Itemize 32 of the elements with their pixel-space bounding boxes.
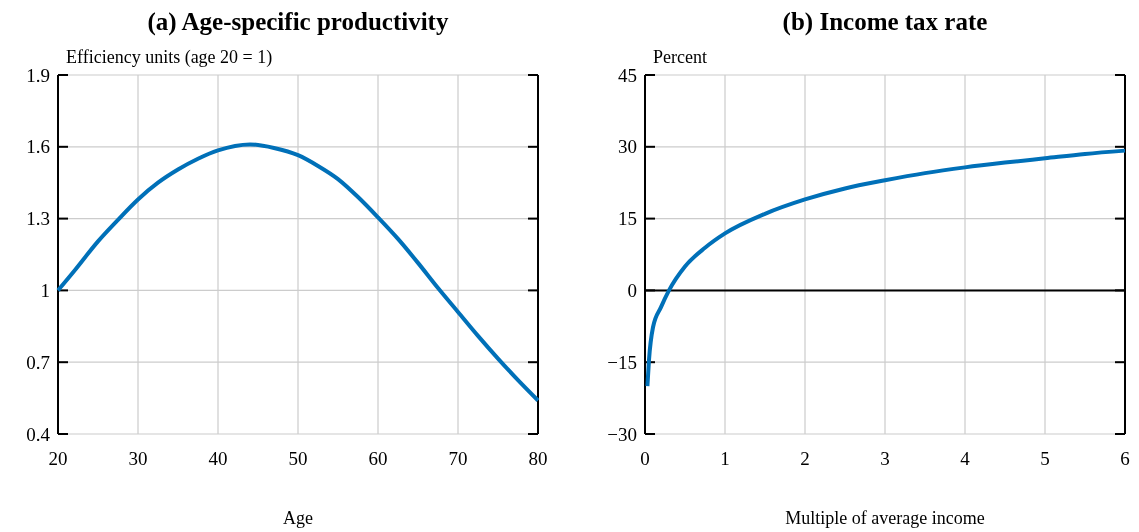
x-tick-label: 30 [128,448,148,469]
y-axis-title: Percent [653,47,707,67]
y-tick-label: −15 [607,351,637,373]
y-axis-title: Efficiency units (age 20 = 1) [66,47,273,68]
y-tick-label: −30 [607,423,637,445]
x-tick-label: 3 [880,448,890,469]
y-tick-label: 0.4 [26,423,51,445]
y-tick-label: 0.7 [26,351,50,373]
x-axis-title: Age [283,508,313,528]
x-tick-label: 50 [288,448,308,469]
y-tick-label: 1.9 [26,64,50,86]
x-tick-label: 80 [528,448,548,469]
x-tick-label: 1 [720,448,730,469]
y-tick-label: 1.6 [26,136,50,158]
y-tick-label: 30 [618,136,637,158]
chart-title: (b) Income tax rate [782,8,988,36]
x-tick-label: 4 [960,448,971,469]
x-tick-label: 60 [368,448,388,469]
x-tick-label: 40 [208,448,228,469]
x-axis-title: Multiple of average income [785,508,985,528]
y-tick-label: 15 [618,208,637,230]
x-tick-label: 2 [800,448,810,469]
y-tick-label: 1.3 [26,208,50,230]
x-tick-label: 0 [640,448,650,469]
chart-title: (a) Age-specific productivity [147,8,449,36]
x-tick-label: 70 [448,448,468,469]
y-tick-label: 45 [618,64,637,86]
y-tick-label: 1 [40,280,50,302]
x-tick-label: 6 [1120,448,1130,469]
y-tick-label: 0 [627,280,637,302]
x-tick-label: 20 [48,448,68,469]
x-tick-label: 5 [1040,448,1050,469]
